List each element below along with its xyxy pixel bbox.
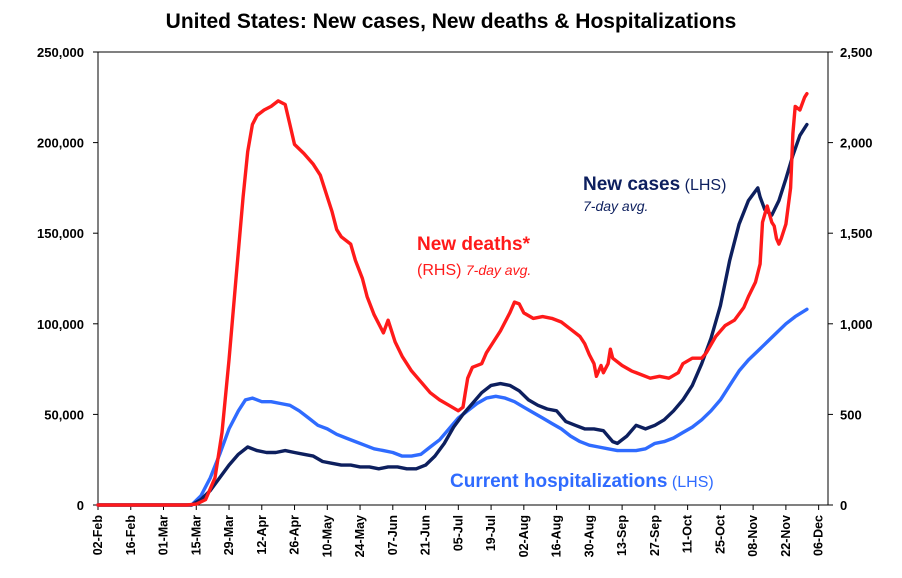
x-tick-label: 24-May (353, 515, 367, 557)
deaths-annotation-sub: 7-day avg. (466, 262, 531, 278)
series-group (96, 92, 809, 507)
x-tick-label: 29-Mar (222, 515, 236, 555)
x-tick-label: 30-Aug (582, 515, 596, 557)
x-tick-label: 26-Apr (288, 515, 302, 555)
deaths-annotation-suffix: (RHS) (417, 262, 466, 279)
y-left-tick-label: 150,000 (37, 226, 84, 241)
x-tick-label: 22-Nov (779, 515, 793, 557)
y-left-tick-label: 250,000 (37, 45, 84, 60)
x-tick-label: 06-Dec (812, 515, 826, 556)
x-tick-label: 21-Jun (419, 515, 433, 555)
x-tick-label: 07-Jun (386, 515, 400, 555)
hosp-annotation-suffix: (LHS) (667, 474, 713, 491)
x-tick-label: 12-Apr (255, 515, 269, 555)
y-right-axis: 0 500 1,000 1,500 2,000 2,500 (828, 45, 873, 513)
series-line-cases (96, 122, 809, 507)
x-tick-label: 10-May (320, 515, 334, 557)
y-right-tick-label: 2,000 (840, 136, 873, 151)
y-left-tick-label: 100,000 (37, 317, 84, 332)
hosp-annotation-main: Current hospitalizations (450, 471, 667, 492)
y-left-tick-label: 200,000 (37, 136, 84, 151)
y-right-tick-label: 1,000 (840, 317, 873, 332)
y-right-tick-label: 500 (840, 407, 862, 422)
x-tick-label: 02-Aug (517, 515, 531, 557)
cases-annotation-main: New cases (583, 174, 680, 195)
x-tick-label: 11-Oct (681, 514, 695, 553)
series-line-deaths (96, 92, 809, 507)
x-tick-label: 15-Mar (189, 515, 203, 555)
hosp-annotation: Current hospitalizations (LHS) (450, 471, 714, 492)
cases-annotation: New cases (LHS) (583, 174, 726, 195)
x-tick-label: 05-Jul (451, 515, 465, 551)
x-axis: 02-Feb 16-Feb 01-Mar 15-Mar 29-Mar 12-Apr 26-A… (91, 505, 826, 557)
x-tick-label: 13-Sep (615, 515, 629, 556)
y-left-tick-label: 50,000 (44, 407, 84, 422)
x-tick-label: 08-Nov (746, 515, 760, 557)
x-tick-label: 02-Feb (91, 515, 105, 556)
cases-annotation-sub: 7-day avg. (583, 198, 648, 214)
x-tick-label: 19-Jul (484, 515, 498, 551)
y-right-tick-label: 2,500 (840, 45, 873, 60)
deaths-annotation-line2: (RHS) 7-day avg. (417, 262, 531, 279)
deaths-annotation-main: New deaths* (417, 234, 531, 255)
y-right-tick-label: 1,500 (840, 226, 873, 241)
x-tick-label: 25-Oct (713, 514, 727, 554)
series-line-hospitalizations (96, 307, 809, 507)
chart-title: United States: New cases, New deaths & H… (166, 10, 737, 33)
y-right-tick-label: 0 (840, 498, 847, 513)
y-left-axis: 0 50,000 100,000 150,000 200,000 250,000 (37, 45, 98, 513)
y-left-tick-label: 0 (77, 498, 84, 513)
x-tick-label: 16-Aug (550, 515, 564, 557)
x-tick-label: 01-Mar (157, 515, 171, 555)
x-tick-label: 16-Feb (124, 515, 138, 556)
plot-frame (97, 51, 829, 506)
x-tick-label: 27-Sep (648, 515, 662, 556)
cases-annotation-suffix: (LHS) (680, 177, 726, 194)
